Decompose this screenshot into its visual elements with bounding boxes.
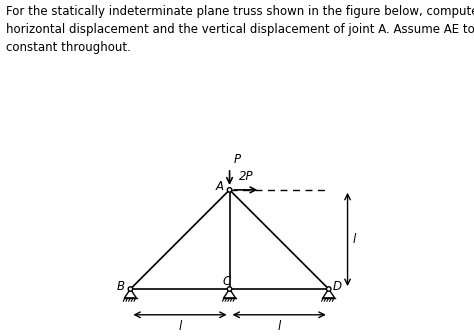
Text: A: A <box>216 180 224 194</box>
Text: l: l <box>178 320 182 333</box>
Circle shape <box>228 287 232 291</box>
Text: l: l <box>353 233 356 246</box>
Text: 2P: 2P <box>238 170 253 183</box>
Text: For the statically indeterminate plane truss shown in the figure below, compute : For the statically indeterminate plane t… <box>6 5 474 54</box>
Text: P: P <box>234 153 241 166</box>
Text: C: C <box>223 275 231 288</box>
Text: D: D <box>333 280 342 293</box>
Circle shape <box>327 287 331 291</box>
Text: B: B <box>117 280 125 293</box>
Circle shape <box>128 287 133 291</box>
Text: l: l <box>277 320 281 333</box>
Circle shape <box>228 187 232 192</box>
